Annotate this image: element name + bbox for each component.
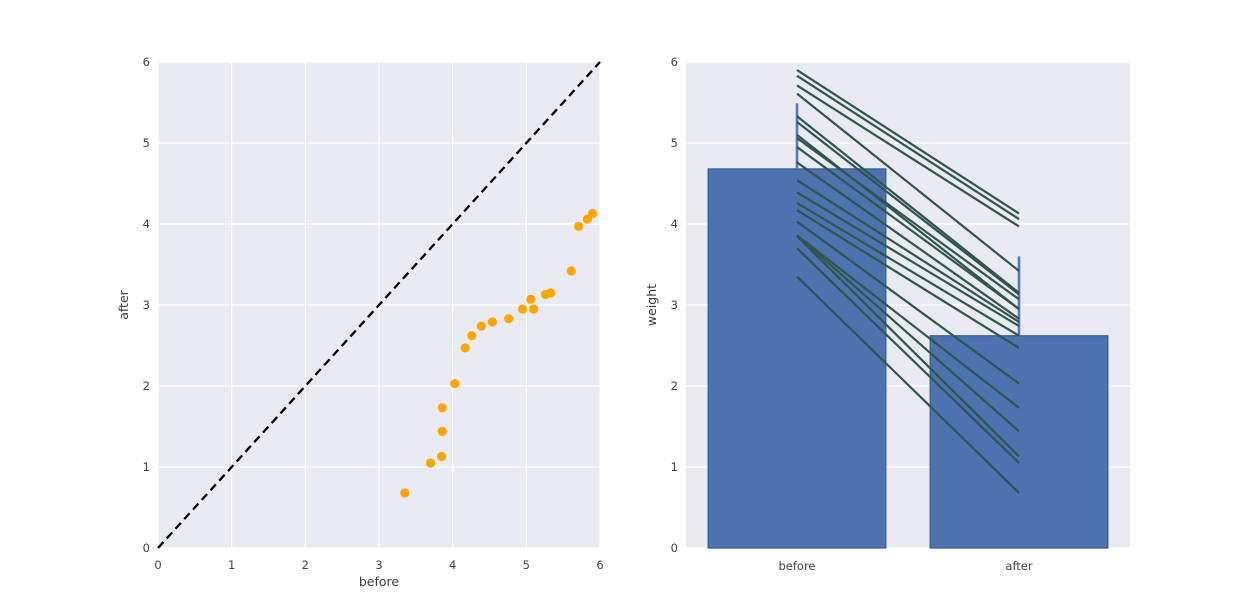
pair-line (796, 201, 1020, 337)
x-tick-label: 2 (302, 558, 309, 572)
scatter-point (526, 294, 536, 304)
y-tick-label: 1 (143, 460, 150, 474)
pair-line (796, 161, 1020, 320)
scatter-point (400, 488, 410, 498)
scatter-point (467, 331, 477, 341)
pair-line (796, 209, 1020, 349)
pair-line (796, 275, 1020, 494)
y-tick-label: 3 (143, 298, 150, 312)
bar-before (707, 168, 887, 549)
y-tick-label: 0 (671, 541, 678, 555)
y-tick-label: 2 (671, 379, 678, 393)
y-tick-label: 2 (143, 379, 150, 393)
pair-line (796, 234, 1020, 433)
x-tick-label: 6 (596, 558, 603, 572)
scatter-point (450, 378, 460, 389)
x-tick-label: 1 (228, 558, 235, 572)
x-tick-label: 5 (523, 558, 530, 572)
x-tick-label: 4 (449, 558, 456, 572)
pair-line (796, 69, 1020, 215)
pair-line (796, 179, 1020, 323)
x-tick-label: 0 (154, 558, 161, 572)
pair-line (796, 134, 1020, 310)
bar-after (929, 335, 1109, 549)
y-tick-label: 6 (671, 55, 678, 69)
y-tick-label: 6 (143, 55, 150, 69)
pair-line (796, 220, 1020, 385)
scatter-point (574, 221, 584, 232)
scatter-point (460, 343, 470, 353)
x-category-label: after (1005, 559, 1032, 573)
scatter-point (437, 426, 447, 436)
scatter-point (566, 266, 576, 276)
scatter-point (476, 321, 486, 331)
pair-line (796, 92, 1020, 272)
y-tick-label: 4 (671, 217, 678, 231)
x-tick-label: 3 (375, 558, 382, 572)
pair-line (796, 234, 1020, 409)
y-axis-label: after (116, 289, 131, 319)
scatter-point (487, 317, 498, 327)
pair-line (796, 191, 1020, 328)
pair-line (796, 247, 1020, 464)
x-axis-label: before (359, 574, 400, 589)
scatter-point (588, 208, 598, 219)
y-tick-label: 4 (143, 217, 150, 231)
y-tick-label: 5 (143, 136, 150, 150)
scatter-point (504, 314, 514, 324)
scatter-point (529, 304, 539, 314)
scatter-point (437, 403, 447, 413)
y-tick-label: 0 (143, 541, 150, 555)
pair-line (796, 146, 1020, 310)
pair-line (796, 235, 1020, 458)
pair-line (796, 121, 1020, 296)
scatter-point (546, 288, 556, 298)
identity-line (157, 61, 601, 549)
y-tick-label: 5 (671, 136, 678, 150)
y-tick-label: 3 (671, 298, 678, 312)
x-category-label: before (778, 559, 815, 573)
pair-line (796, 84, 1020, 228)
y-axis-label: weight (644, 284, 659, 326)
pair-line (796, 74, 1020, 221)
y-tick-label: 1 (671, 460, 678, 474)
scatter-point (437, 451, 447, 462)
scatter-point (425, 458, 436, 468)
scatter-point (518, 304, 528, 314)
pair-line (796, 115, 1020, 294)
